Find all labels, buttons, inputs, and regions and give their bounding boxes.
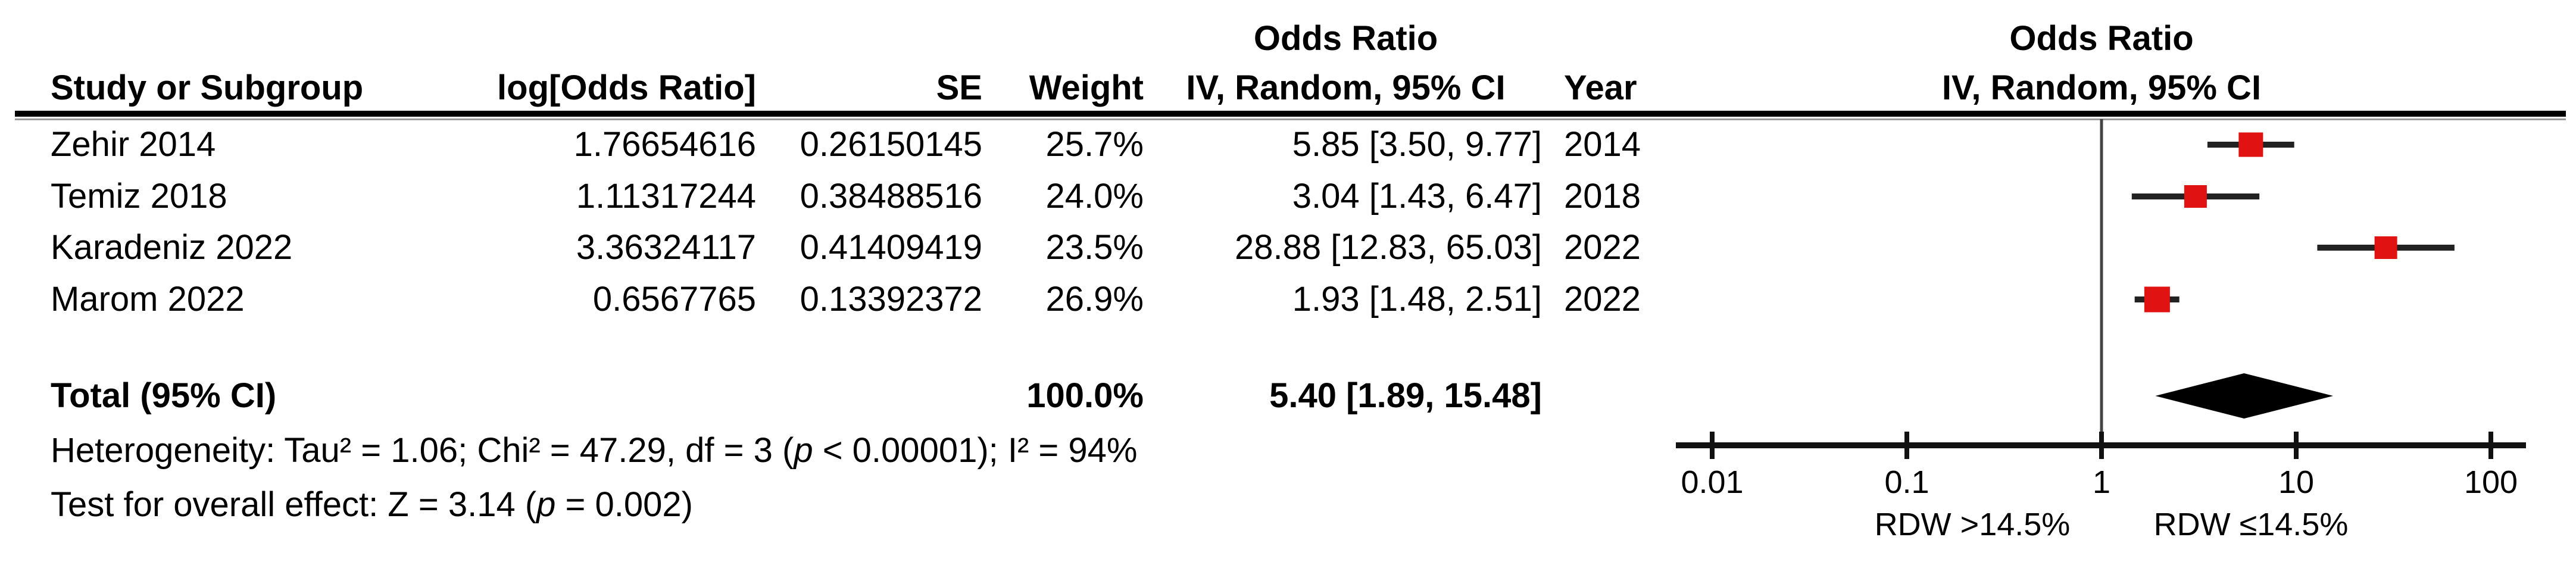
weight-cell: 26.9% bbox=[1045, 280, 1144, 319]
year-cell: 2018 bbox=[1564, 177, 1641, 216]
study-marker bbox=[2374, 236, 2397, 259]
overall-effect-line: Test for overall effect: Z = 3.14 (p = 0… bbox=[51, 478, 693, 532]
log-odds-ratio-cell: 1.11317244 bbox=[576, 177, 756, 216]
se-cell: 0.13392372 bbox=[800, 280, 982, 319]
column-header-iv-random-ci: IV, Random, 95% CI bbox=[1186, 68, 1506, 107]
axis-tick-label: 100 bbox=[2464, 464, 2518, 500]
study-name-cell: Karadeniz 2022 bbox=[51, 228, 293, 267]
study-name-cell: Temiz 2018 bbox=[51, 177, 227, 216]
right-group-header-iv-random-ci: IV, Random, 95% CI bbox=[1941, 68, 2262, 107]
favours-right-label: RDW ≤14.5% bbox=[2154, 507, 2349, 542]
weight-cell: 25.7% bbox=[1045, 125, 1144, 164]
header-separator-shadow bbox=[15, 118, 2566, 120]
se-cell: 0.38488516 bbox=[800, 177, 982, 216]
study-name-cell: Zehir 2014 bbox=[51, 125, 216, 164]
left-group-header-odds-ratio: Odds Ratio bbox=[1253, 19, 1438, 58]
axis-tick-label: 10 bbox=[2278, 464, 2314, 500]
column-header-year: Year bbox=[1564, 68, 1637, 107]
total-diamond bbox=[2155, 373, 2334, 419]
study-name-cell: Marom 2022 bbox=[51, 280, 245, 319]
log-odds-ratio-cell: 0.6567765 bbox=[592, 280, 756, 319]
heterogeneity-p-symbol: p bbox=[794, 431, 813, 470]
year-cell: 2014 bbox=[1564, 125, 1641, 164]
heterogeneity-text-end: < 0.00001); I² = 94% bbox=[813, 431, 1138, 470]
header-separator-line bbox=[15, 111, 2566, 117]
study-marker bbox=[2184, 185, 2207, 208]
heterogeneity-text: Heterogeneity: Tau² = 1.06; Chi² = 47.29… bbox=[51, 431, 794, 470]
axis-tick-label: 0.1 bbox=[1884, 464, 1929, 500]
year-cell: 2022 bbox=[1564, 280, 1641, 319]
total-row-or-ci: 5.40 [1.89, 15.48] bbox=[1269, 376, 1542, 415]
or-ci-cell: 1.93 [1.48, 2.51] bbox=[1292, 280, 1542, 319]
column-header-weight: Weight bbox=[1029, 68, 1144, 107]
favours-left-label: RDW >14.5% bbox=[1875, 507, 2071, 542]
axis-tick-label: 0.01 bbox=[1681, 464, 1743, 500]
total-row-label: Total (95% CI) bbox=[51, 376, 277, 415]
se-cell: 0.26150145 bbox=[800, 125, 982, 164]
right-group-header-odds-ratio: Odds Ratio bbox=[2009, 19, 2194, 58]
axis-tick-label: 1 bbox=[2093, 464, 2110, 500]
study-marker bbox=[2144, 286, 2170, 313]
column-header-log-odds-ratio: log[Odds Ratio] bbox=[497, 68, 756, 107]
overall-effect-text: Test for overall effect: Z = 3.14 ( bbox=[51, 485, 537, 524]
weight-cell: 24.0% bbox=[1045, 177, 1144, 216]
total-row-weight: 100.0% bbox=[1026, 376, 1144, 415]
log-odds-ratio-cell: 3.36324117 bbox=[576, 228, 756, 267]
weight-cell: 23.5% bbox=[1045, 228, 1144, 267]
or-ci-cell: 3.04 [1.43, 6.47] bbox=[1292, 177, 1542, 216]
heterogeneity-line: Heterogeneity: Tau² = 1.06; Chi² = 47.29… bbox=[51, 424, 1138, 477]
overall-effect-text-end: = 0.002) bbox=[555, 485, 693, 524]
or-ci-cell: 28.88 [12.83, 65.03] bbox=[1235, 228, 1542, 267]
column-header-study: Study or Subgroup bbox=[51, 68, 364, 107]
overall-effect-p-symbol: p bbox=[536, 485, 556, 524]
column-header-se: SE bbox=[936, 68, 982, 107]
se-cell: 0.41409419 bbox=[800, 228, 982, 267]
or-ci-cell: 5.85 [3.50, 9.77] bbox=[1292, 125, 1542, 164]
log-odds-ratio-cell: 1.76654616 bbox=[573, 125, 756, 164]
study-marker bbox=[2238, 132, 2263, 157]
year-cell: 2022 bbox=[1564, 228, 1641, 267]
